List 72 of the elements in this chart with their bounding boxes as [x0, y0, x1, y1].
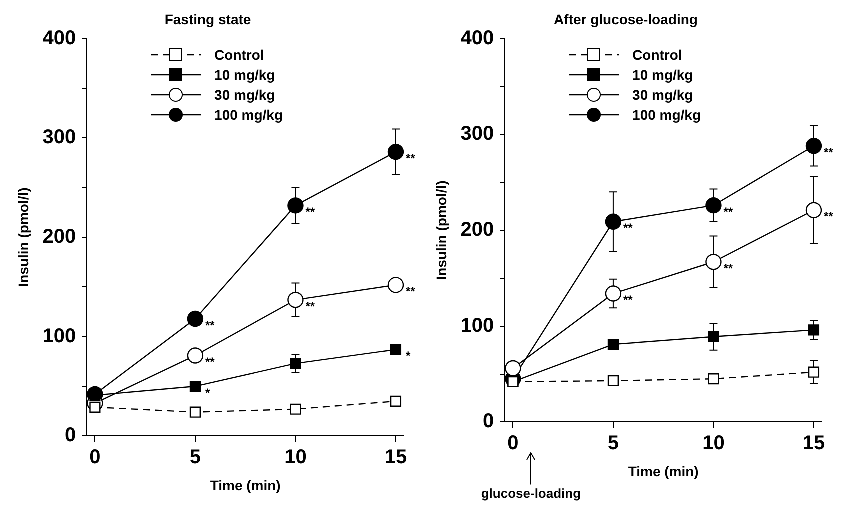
x-tick-label: 15	[384, 446, 408, 469]
y-tick-label: 100	[460, 314, 494, 337]
point	[806, 138, 822, 154]
point	[708, 374, 720, 385]
point	[605, 214, 622, 230]
annotation: **	[205, 318, 216, 332]
annotation: *	[205, 386, 210, 400]
point	[187, 310, 204, 328]
point	[608, 339, 620, 350]
point	[706, 197, 722, 214]
point	[390, 396, 402, 407]
point	[290, 358, 302, 370]
point	[390, 344, 402, 356]
chart-title: After glucose-loading	[554, 11, 698, 28]
point	[90, 402, 101, 413]
y-axis-title: Insulin (pmol/l)	[15, 188, 32, 288]
x-tick-label: 10	[702, 432, 725, 455]
x-axis-title: Time (min)	[210, 477, 281, 494]
legend-label: 30 mg/kg	[632, 86, 694, 103]
annotation: **	[724, 204, 734, 219]
legend-label: 100 mg/kg	[214, 106, 284, 123]
annotation: **	[824, 145, 834, 160]
point	[388, 277, 404, 294]
legend-label: 100 mg/kg	[632, 106, 702, 123]
y-tick-label: 100	[42, 325, 76, 348]
point	[190, 380, 202, 392]
chart-title: Fasting state	[164, 11, 252, 28]
legend-label: Control	[214, 46, 264, 63]
legend-label: Control	[632, 46, 682, 63]
annotation: **	[306, 299, 316, 314]
point	[290, 404, 302, 415]
point	[605, 286, 622, 302]
annotation: *	[406, 349, 411, 364]
y-tick-label: 200	[460, 219, 494, 242]
text: glucose-loading	[481, 486, 582, 502]
annotation: **	[724, 261, 734, 276]
y-tick-label: 300	[42, 126, 76, 149]
legend-label: 10 mg/kg	[214, 66, 276, 83]
point	[808, 366, 820, 378]
annotation: **	[623, 221, 634, 236]
point	[187, 348, 204, 364]
y-axis-title: Insulin (pmol/l)	[433, 180, 450, 280]
point	[190, 406, 202, 418]
annotation: **	[205, 355, 216, 370]
x-tick-label: 10	[284, 446, 307, 469]
point	[388, 144, 404, 160]
point	[288, 198, 304, 214]
point	[808, 324, 820, 336]
point	[706, 254, 722, 270]
y-tick-label: 300	[460, 123, 494, 146]
y-tick-label: 400	[42, 27, 76, 50]
point	[806, 202, 822, 218]
point	[505, 360, 522, 377]
legend-label: 30 mg/kg	[214, 86, 276, 103]
annotation: **	[406, 284, 416, 298]
x-tick-label: 0	[90, 446, 101, 469]
y-tick-label: 200	[42, 226, 76, 248]
legend-label: 10 mg/kg	[632, 66, 694, 83]
x-tick-label: 5	[190, 446, 202, 469]
annotation: **	[623, 293, 634, 308]
point	[608, 375, 620, 387]
x-tick-label: 5	[608, 432, 620, 455]
annotation: **	[824, 210, 834, 224]
annotation: **	[306, 205, 316, 220]
y-tick-label: 400	[460, 27, 494, 50]
x-tick-label: 0	[508, 432, 519, 455]
x-tick-label: 15	[802, 432, 826, 455]
point	[288, 292, 304, 308]
y-tick-label: 0	[483, 410, 494, 433]
annotation: **	[406, 151, 416, 166]
x-axis-title: Time (min)	[628, 463, 699, 480]
point	[708, 331, 720, 342]
